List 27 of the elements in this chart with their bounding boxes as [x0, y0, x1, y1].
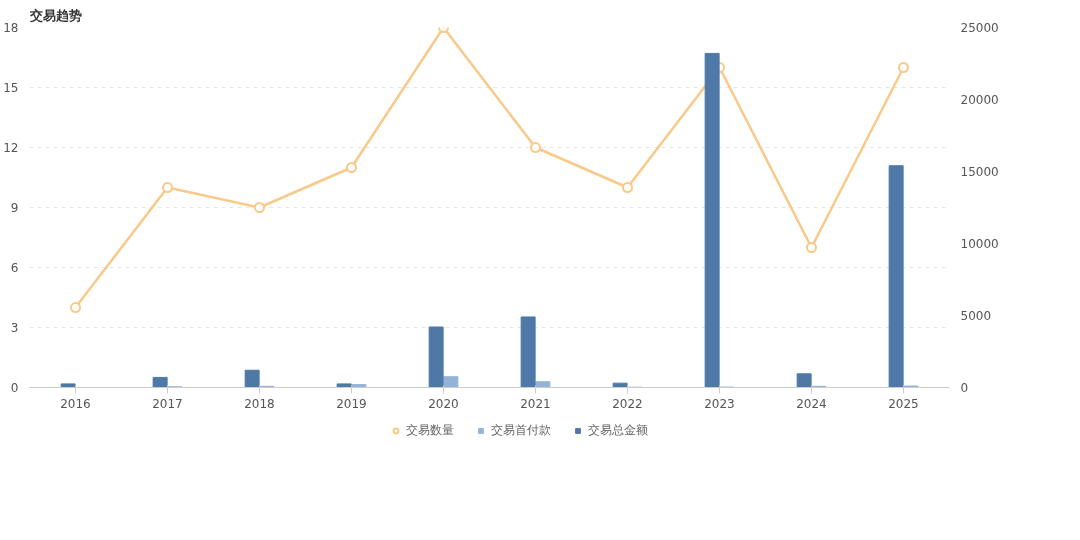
y-tick-label: 9 — [10, 201, 19, 215]
x-tick-label: 2019 — [336, 396, 367, 411]
chart-title: 交易趋势 — [28, 7, 82, 23]
x-tick-label: 2024 — [796, 396, 827, 411]
x-tick-label: 2016 — [60, 396, 91, 411]
y2-tick-label: 5000 — [960, 309, 992, 323]
legend-label: 交易总金额 — [588, 421, 648, 439]
x-tick-label: 2025 — [888, 396, 919, 411]
x-tick-label: 2020 — [428, 396, 459, 411]
x-tick-label: 2018 — [244, 396, 275, 411]
y2-tick-label: 15000 — [960, 165, 999, 179]
y2-tick-label: 0 — [960, 381, 969, 395]
x-tick-label: 2017 — [152, 396, 183, 411]
y-tick-label: 0 — [10, 381, 19, 395]
y-tick-label: 6 — [10, 261, 19, 275]
y2-tick-label: 10000 — [960, 237, 999, 251]
y-tick-label: 15 — [3, 81, 19, 95]
y-tick-label: 12 — [3, 141, 19, 155]
legend-label: 交易数量 — [406, 421, 454, 439]
y-tick-label: 18 — [3, 21, 19, 35]
x-tick-label: 2023 — [704, 396, 735, 411]
y-tick-label: 3 — [10, 321, 19, 335]
x-tick-label: 2022 — [612, 396, 643, 411]
y2-tick-label: 20000 — [960, 93, 999, 107]
legend-label: 交易首付款 — [491, 421, 551, 439]
x-tick-label: 2021 — [520, 396, 551, 411]
y2-tick-label: 25000 — [960, 21, 999, 35]
